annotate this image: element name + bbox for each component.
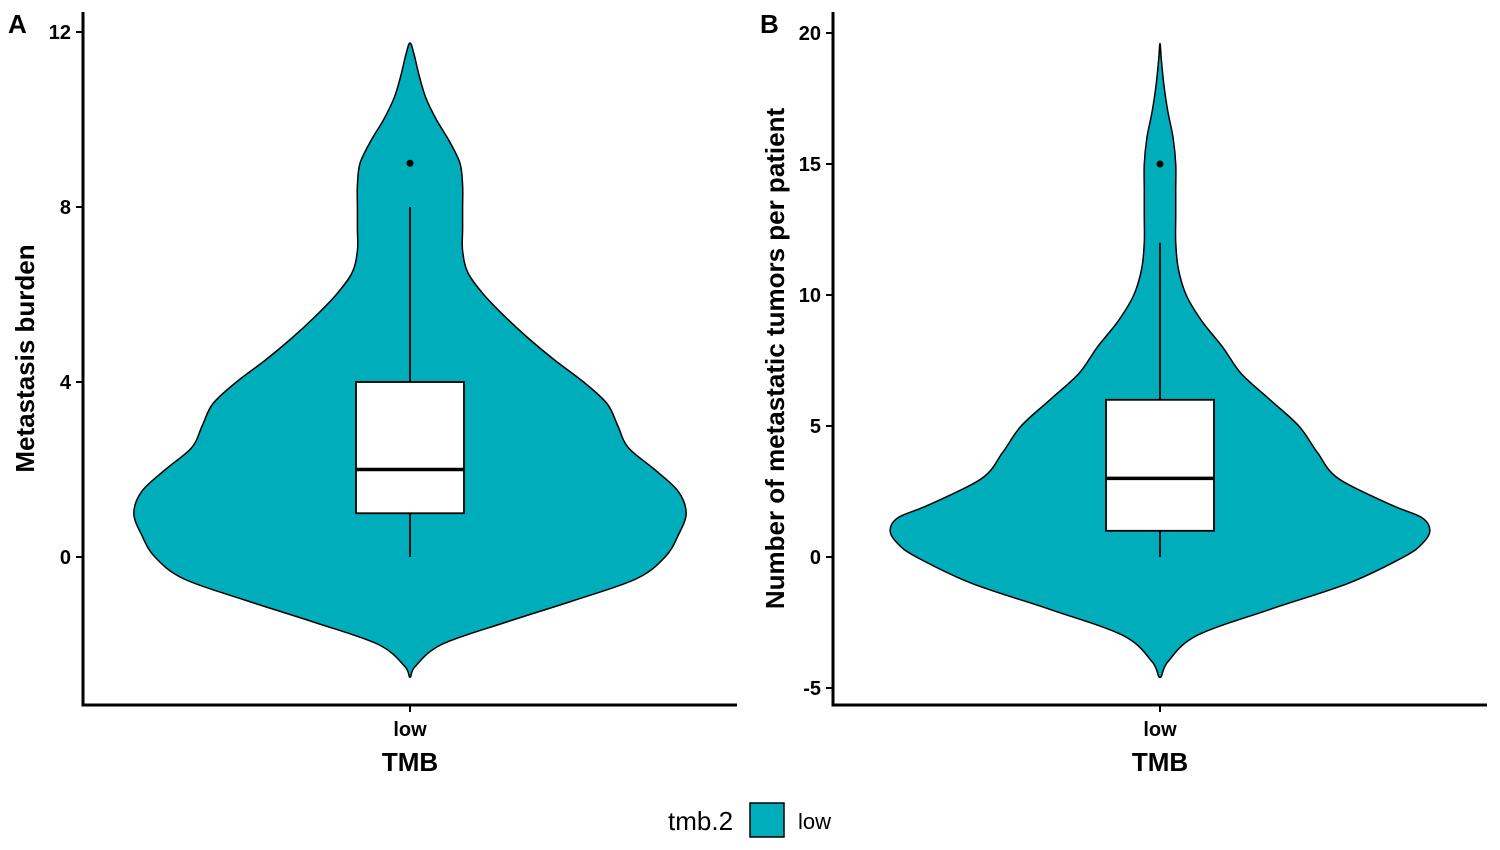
panel-a-x-tick-label: low <box>393 719 427 741</box>
panel-b-outlier-0 <box>1156 160 1164 168</box>
panel-a-x-axis-title: TMB <box>382 747 438 777</box>
panel-a-y-tick-label-3: 12 <box>49 22 71 44</box>
panel-b-x-tick-label: low <box>1143 719 1177 741</box>
panel-b-outliers <box>1156 160 1164 168</box>
panel-b-y-tick-label-3: 10 <box>799 285 821 307</box>
panel-a-y-tick-label-2: 8 <box>60 197 71 219</box>
legend-label-low: low <box>798 809 831 834</box>
legend-title: tmb.2 <box>668 806 733 836</box>
panel-b-letter: B <box>760 9 779 39</box>
panel-a-letter: A <box>8 9 27 39</box>
panel-a-outliers <box>406 159 414 167</box>
legend: tmb.2 low <box>668 802 831 838</box>
panel-a: A 0 4 8 12 low TMB Metastasis burden <box>8 9 737 777</box>
panel-a-outlier-0 <box>406 159 414 167</box>
panel-b-box <box>1105 398 1215 532</box>
panel-b-y-tick-label-4: 15 <box>799 154 821 176</box>
panel-b-x-axis-title: TMB <box>1132 747 1188 777</box>
panel-a-y-axis-title: Metastasis burden <box>10 244 40 472</box>
legend-key-low <box>749 802 785 838</box>
panel-a-y-tick-label-0: 0 <box>60 547 71 569</box>
panel-a-y-tick-label-1: 4 <box>60 372 72 394</box>
panel-b-y-ticks: -5 0 5 10 15 20 <box>799 23 833 700</box>
panel-b-y-axis-title: Number of metastatic tumors per patient <box>760 108 790 610</box>
panel-a-y-ticks: 0 4 8 12 <box>49 22 83 569</box>
panel-b-y-tick-label-0: -5 <box>803 678 821 700</box>
panel-b: B -5 0 5 10 15 20 low TMB Number of metastati… <box>760 9 1487 777</box>
panel-b-y-tick-label-2: 5 <box>810 416 821 438</box>
panel-b-y-tick-label-1: 0 <box>810 547 821 569</box>
panel-a-box <box>355 381 465 515</box>
panel-b-y-tick-label-5: 20 <box>799 23 821 45</box>
